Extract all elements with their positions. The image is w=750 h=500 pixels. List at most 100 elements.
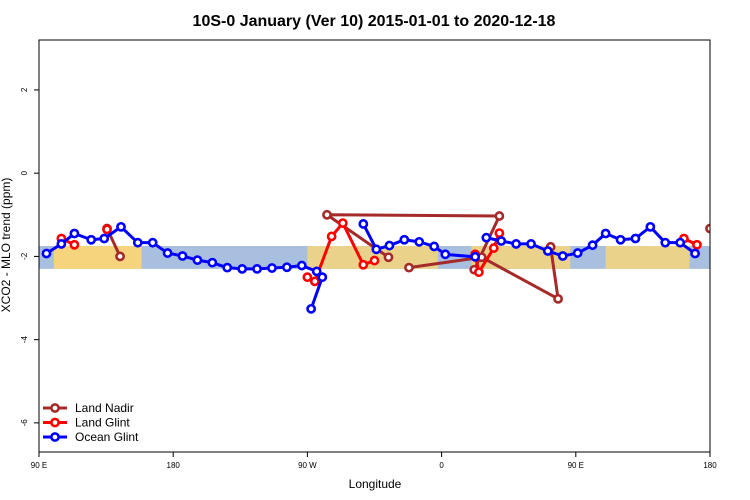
y-axis-ticks: 2 0 -2 -4 -6 [20,87,39,426]
series-line [325,213,501,271]
data-point [207,257,218,268]
land-shading [53,246,690,269]
data-point [488,243,499,253]
data-point [147,237,158,248]
data-point [429,241,440,252]
data-point [177,251,188,261]
legend-item: Ocean Glint [43,430,139,444]
data-point [705,223,710,234]
data-point [56,239,67,249]
series-line [709,228,710,231]
x-axis-label: Longitude [349,477,402,491]
data-point [296,260,307,271]
data-point [731,226,738,233]
data-point [358,219,369,229]
data-point [383,252,394,263]
data-point [404,262,414,273]
y-tick-label: -4 [20,336,29,344]
data-point [494,228,505,238]
data-point [102,224,112,235]
series-ocean-glint [41,219,700,314]
data-point [600,228,611,239]
data-point [222,262,233,273]
data-point [645,221,656,232]
data-point [162,248,173,258]
legend-label: Ocean Glint [75,430,139,444]
data-point [337,218,348,229]
legend-swatch-marker [50,403,60,413]
legend-label: Land Nadir [75,401,134,415]
x-tick-label: 90 E [568,461,584,470]
x-tick-label: 180 [167,461,181,470]
legend-swatch-marker [50,432,60,442]
data-point [692,239,702,250]
legend-swatch-marker [50,417,60,428]
land-span [605,246,690,269]
legend-label: Land Glint [75,416,130,430]
data-point [587,240,598,251]
data-point [116,221,126,232]
chart-title: 10S-0 January (Ver 10) 2015-01-01 to 202… [193,13,556,30]
y-tick-label: -6 [20,419,29,427]
data-point [311,266,322,277]
data-point [470,251,481,262]
data-point [358,259,369,270]
data-point [399,234,410,245]
x-axis-ticks: 90 E 180 90 W 0 90 E 180 [31,452,717,470]
data-point [630,233,641,244]
data-point [690,248,700,259]
data-point [572,248,583,258]
x-tick-label: 0 [439,461,444,470]
y-tick-label: 0 [20,170,29,175]
data-point [511,239,522,249]
plot-frame [38,39,711,453]
data-point [69,239,80,250]
data-point [369,255,380,266]
data-point [557,251,568,261]
data-point [553,293,563,304]
data-point [675,237,686,248]
data-point [99,233,110,244]
data-point [542,246,553,256]
data-point [302,272,313,283]
series-line [408,246,560,301]
y-axis-label: XCO2 - MLO trend (ppm) [0,178,13,313]
data-point [252,263,262,274]
data-point [322,209,332,220]
data-point [526,239,536,249]
data-point [132,237,143,248]
data-point [317,272,328,283]
data-point [326,231,337,242]
data-point [473,267,484,278]
series-group [41,209,738,314]
data-point [267,263,277,273]
data-point [371,244,382,255]
data-point [69,228,80,239]
data-point [309,276,320,287]
data-point [660,237,671,248]
data-point [86,234,97,245]
data-point [237,263,248,274]
legend-item: Land Nadir [43,401,134,415]
data-point [494,211,505,221]
land-span [53,246,142,269]
data-point [41,248,52,259]
data-point [281,262,292,273]
data-point [306,303,317,314]
data-point [192,255,203,266]
x-tick-label: 180 [703,461,717,470]
data-point [496,236,507,246]
data-point [440,249,451,260]
data-point [384,240,395,251]
x-tick-label: 90 W [298,461,317,470]
legend-item: Land Glint [43,416,130,430]
data-point [481,232,492,243]
y-tick-label: 2 [20,87,29,92]
x-tick-label: 90 E [31,461,47,470]
data-point [414,236,425,247]
y-tick-label: -2 [20,252,29,260]
data-point [615,234,626,245]
data-point [115,251,125,262]
